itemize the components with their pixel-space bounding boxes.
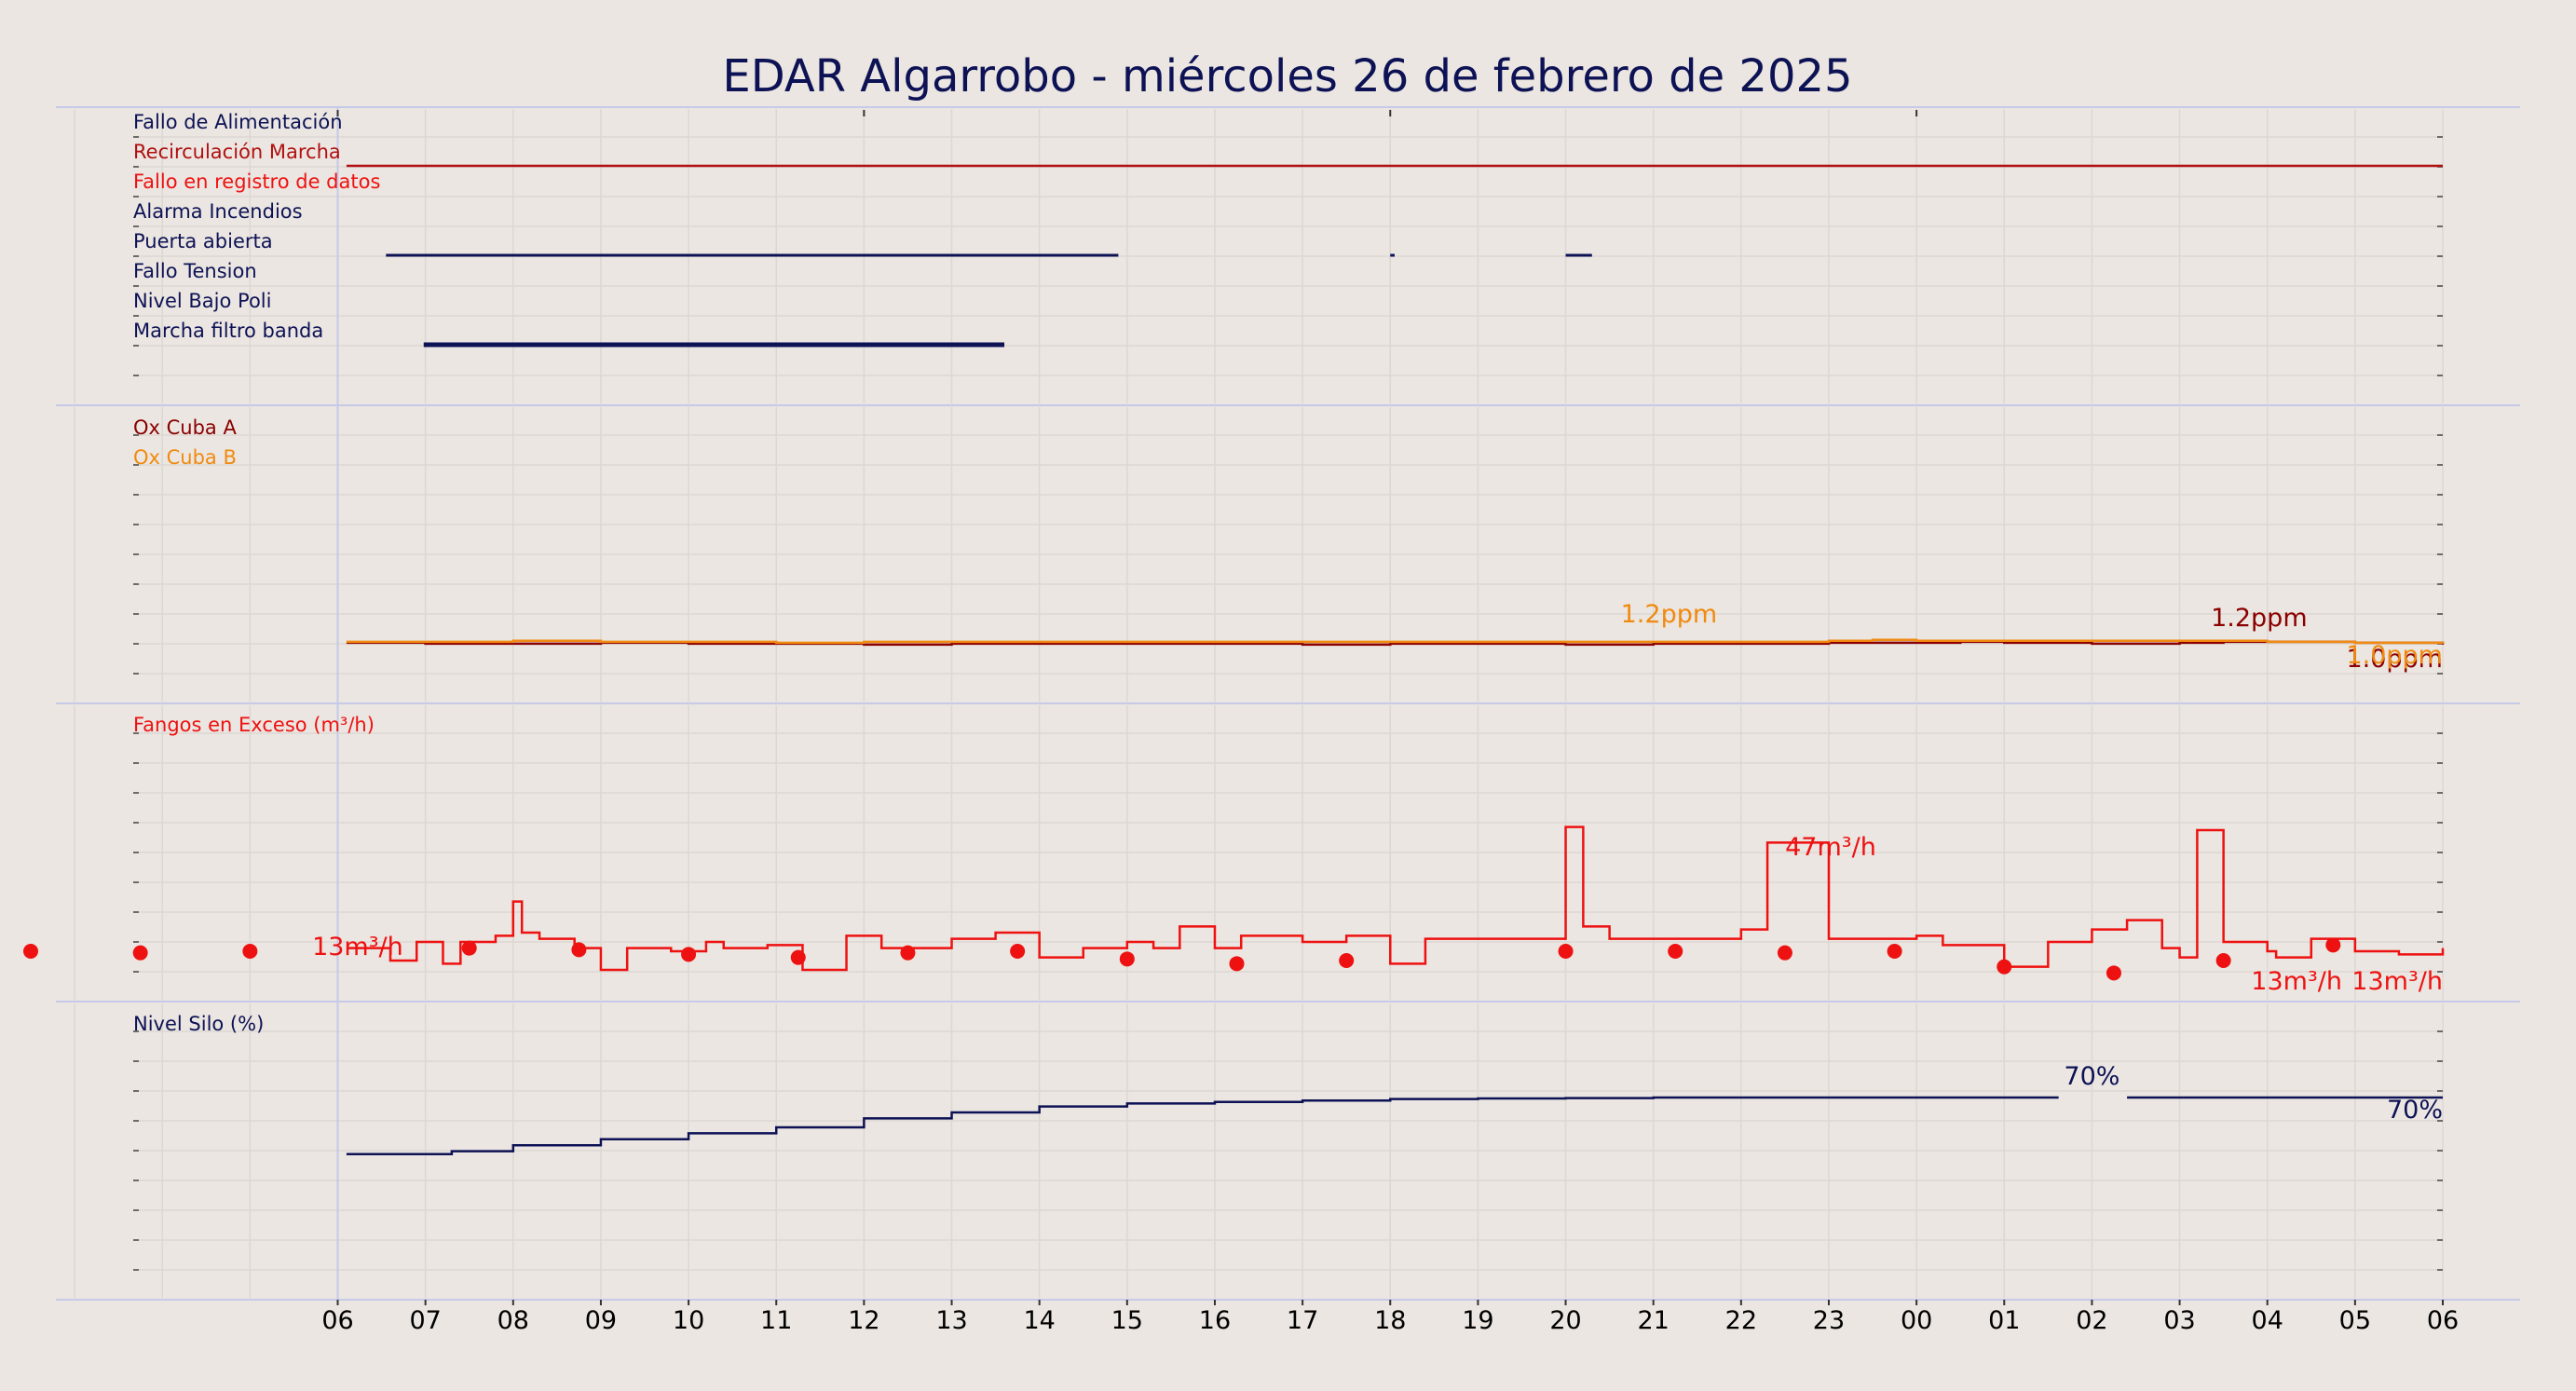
ox-series-line xyxy=(346,638,2445,645)
panel-grid xyxy=(74,109,2444,403)
panel-grid xyxy=(74,1003,2444,1298)
event-label: Fallo de Alimentación xyxy=(133,111,343,133)
series-label: Nivel Silo (%) xyxy=(133,1013,264,1035)
event-label: Fallo en registro de datos xyxy=(133,170,380,193)
x-tick-label: 06 xyxy=(321,1306,353,1335)
silo-series-line xyxy=(346,1096,2443,1156)
event-label: Recirculación Marcha xyxy=(133,141,341,163)
x-tick-label: 23 xyxy=(1813,1306,1845,1335)
x-tick-label: 14 xyxy=(1023,1306,1055,1335)
event-label: Nivel Bajo Poli xyxy=(133,290,271,312)
data-label: 70% xyxy=(2064,1062,2119,1091)
x-tick-label: 00 xyxy=(1901,1306,1932,1335)
x-tick-label: 08 xyxy=(497,1306,529,1335)
data-label: 13m³/h xyxy=(312,933,403,961)
x-tick-label: 17 xyxy=(1287,1306,1318,1335)
x-tick-label: 11 xyxy=(760,1306,792,1335)
event-label: Fallo Tension xyxy=(133,260,257,282)
panels: Fallo de Alimentación Recirculación March… xyxy=(22,106,2520,1301)
sludge-point xyxy=(1887,944,1902,959)
series-label: Ox Cuba B xyxy=(133,446,237,469)
x-tick-label: 09 xyxy=(585,1306,617,1335)
sludge-point xyxy=(1339,953,1355,968)
sludge-point xyxy=(681,947,697,962)
data-label: 70% xyxy=(2387,1096,2443,1125)
x-tick-label: 06 xyxy=(2427,1306,2459,1335)
chart-title: EDAR Algarrobo - miércoles 26 de febrero… xyxy=(722,50,1852,102)
event-label: Puerta abierta xyxy=(133,230,273,252)
sludge-point xyxy=(2215,953,2231,968)
x-tick-label: 01 xyxy=(1988,1306,2020,1335)
data-label: 1.2ppm xyxy=(2211,604,2308,633)
data-label: 1.2ppm xyxy=(1621,600,1718,629)
sludge-point xyxy=(2325,937,2341,953)
event-label: Marcha filtro banda xyxy=(133,320,323,342)
sludge-point xyxy=(1229,956,1245,972)
x-tick-label: 13 xyxy=(935,1306,967,1335)
sludge-point xyxy=(571,942,587,958)
x-tick-label: 03 xyxy=(2163,1306,2195,1335)
sludge-point xyxy=(461,940,477,956)
sludge-point xyxy=(1997,959,2012,975)
sludge-point xyxy=(1558,944,1574,959)
x-tick-label: 20 xyxy=(1549,1306,1581,1335)
sludge-point xyxy=(22,944,38,959)
data-label: 1.0ppm xyxy=(2346,645,2443,674)
x-tick-label: 12 xyxy=(848,1306,879,1335)
sludge-point xyxy=(2106,965,2121,981)
event-label: Alarma Incendios xyxy=(133,200,303,223)
x-tick-label: 16 xyxy=(1199,1306,1231,1335)
x-tick-label: 04 xyxy=(2252,1306,2283,1335)
x-tick-label: 18 xyxy=(1374,1306,1406,1335)
sludge-point xyxy=(790,949,806,965)
x-tick-label: 19 xyxy=(1462,1306,1493,1335)
sludge-point xyxy=(900,945,916,961)
series-label: Fangos en Exceso (m³/h) xyxy=(133,714,375,736)
x-tick-label: 21 xyxy=(1638,1306,1670,1335)
panel-grid xyxy=(74,407,2444,702)
sludge-point xyxy=(1668,944,1683,959)
sludge-point xyxy=(242,944,258,959)
sludge-point xyxy=(1010,944,1026,959)
x-tick-label: 15 xyxy=(1111,1306,1143,1335)
x-tick-label: 10 xyxy=(673,1306,704,1335)
sludge-series-line xyxy=(346,825,2445,972)
x-tick-label: 22 xyxy=(1725,1306,1757,1335)
sludge-point xyxy=(1777,945,1792,961)
sludge-point xyxy=(132,945,148,961)
data-label: 13m³/h xyxy=(2251,967,2342,996)
x-tick-label: 05 xyxy=(2339,1306,2371,1335)
x-axis: 06 07 08 09 10 11 12 13 14 15 16 17 18 19 20 21 22 23 00 01… xyxy=(321,1300,2459,1335)
x-tick-label: 02 xyxy=(2076,1306,2107,1335)
series-label: Ox Cuba A xyxy=(133,416,237,439)
data-label: 47m³/h xyxy=(1785,833,1876,862)
data-label: 1.0ppm xyxy=(2346,641,2443,670)
sludge-point xyxy=(1119,951,1135,967)
x-tick-label: 07 xyxy=(409,1306,441,1335)
data-label: 13m³/h xyxy=(2351,967,2443,996)
ox-series-line xyxy=(346,640,2445,647)
